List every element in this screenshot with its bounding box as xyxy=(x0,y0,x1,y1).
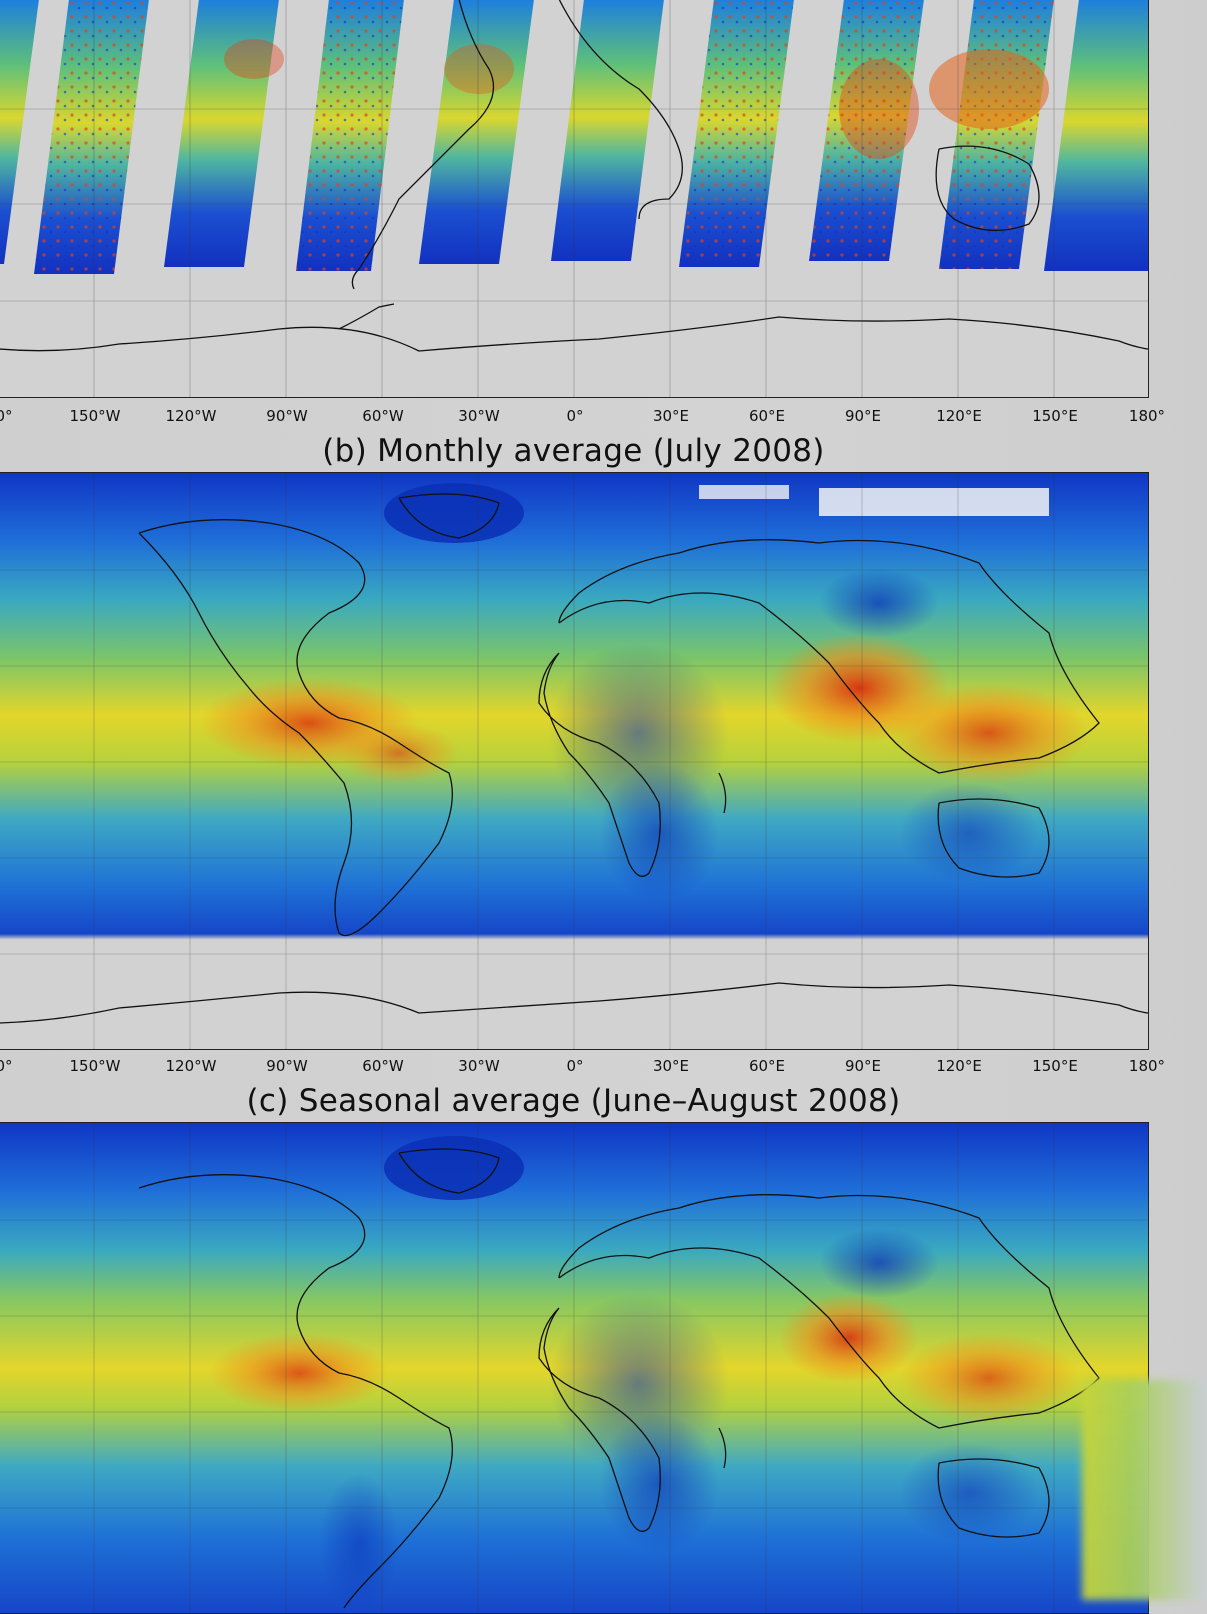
lon-tick: 0° xyxy=(0,407,13,425)
map-a-graphic xyxy=(0,0,1148,397)
lon-axis-b: 0° 150°W 120°W 90°W 60°W 30°W 0° 30°E 60… xyxy=(0,1057,1207,1079)
map-c xyxy=(0,1122,1149,1614)
lon-axis-a: 0° 150°W 120°W 90°W 60°W 30°W 0° 30°E 60… xyxy=(0,407,1207,429)
lon-tick: 120°E xyxy=(936,1057,982,1075)
colorbar-fragment xyxy=(1082,1380,1207,1600)
lon-tick: 30°E xyxy=(652,407,690,425)
lon-tick: 30°E xyxy=(652,1057,690,1075)
lon-tick: 120°E xyxy=(936,407,982,425)
coastlines-a xyxy=(0,0,1148,352)
lon-tick: 150°W xyxy=(69,1057,121,1075)
lon-tick: 60°W xyxy=(362,407,404,425)
lon-tick: 120°W xyxy=(165,1057,217,1075)
panel-b-title: (b) Monthly average (July 2008) xyxy=(322,433,825,469)
lon-tick: 90°E xyxy=(844,1057,882,1075)
lon-tick: 30°W xyxy=(458,1057,500,1075)
value-field-b xyxy=(199,483,1089,903)
lon-tick: 180° xyxy=(1128,1057,1166,1075)
coastlines-b xyxy=(0,493,1148,1024)
lon-tick: 150°E xyxy=(1032,407,1078,425)
lon-tick: 30°W xyxy=(458,407,500,425)
graticule-b xyxy=(0,473,1148,1049)
lon-tick: 150°E xyxy=(1032,1057,1078,1075)
map-b xyxy=(0,472,1149,1050)
map-b-graphic xyxy=(0,473,1148,1049)
panel-c-title: (c) Seasonal average (June–August 2008) xyxy=(246,1083,901,1119)
lon-tick: 0° xyxy=(566,407,584,425)
graticule-c xyxy=(0,1123,1148,1613)
lon-tick: 120°W xyxy=(165,407,217,425)
map-a xyxy=(0,0,1149,398)
lon-tick: 180° xyxy=(1128,407,1166,425)
map-c-graphic xyxy=(0,1123,1148,1613)
graticule-a xyxy=(0,0,1148,397)
lon-tick: 90°W xyxy=(266,407,308,425)
satellite-swaths xyxy=(0,0,1148,274)
lon-tick: 150°W xyxy=(69,407,121,425)
lon-tick: 90°W xyxy=(266,1057,308,1075)
lon-tick: 60°E xyxy=(748,1057,786,1075)
lon-tick: 60°W xyxy=(362,1057,404,1075)
lon-tick: 60°E xyxy=(748,407,786,425)
lon-tick: 0° xyxy=(0,1057,13,1075)
lon-tick: 90°E xyxy=(844,407,882,425)
lon-tick: 0° xyxy=(566,1057,584,1075)
